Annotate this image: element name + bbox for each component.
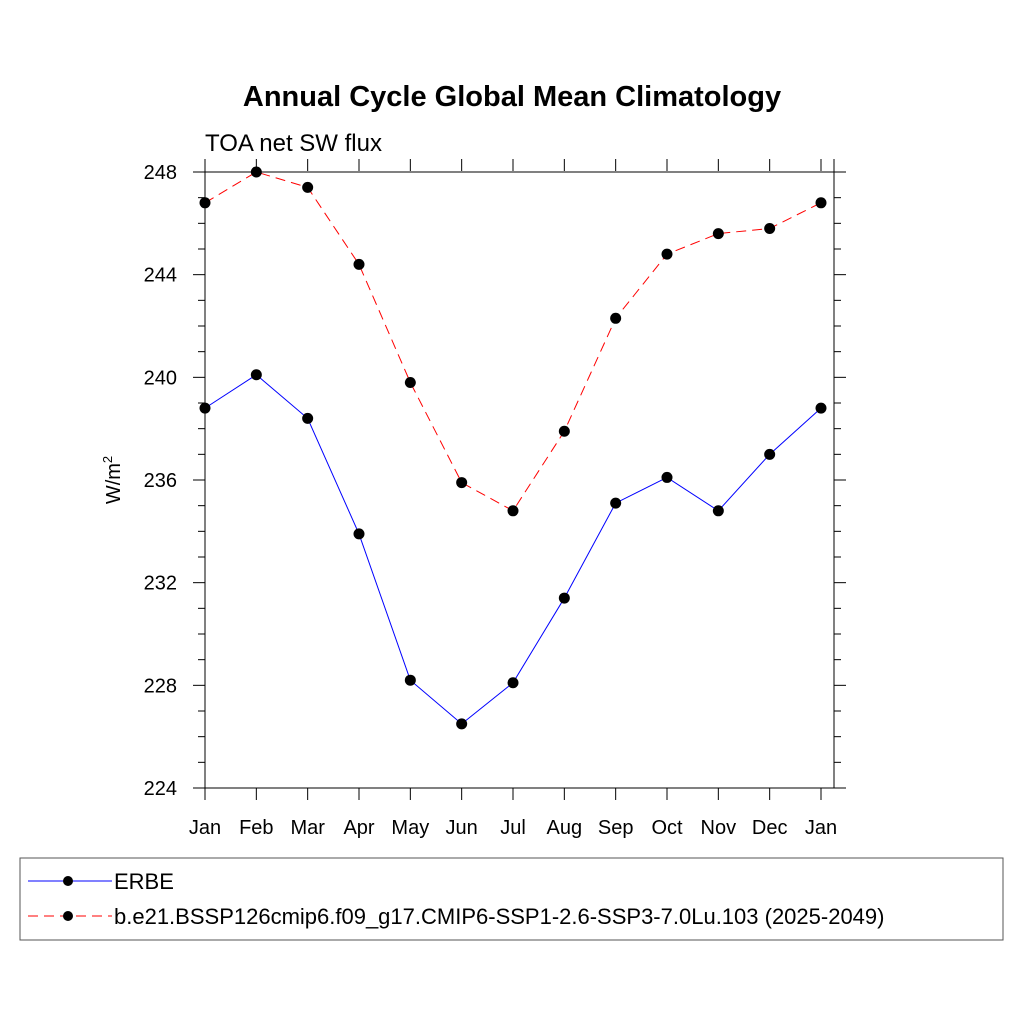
data-point-model [558, 425, 570, 437]
legend-label-model: b.e21.BSSP126cmip6.f09_g17.CMIP6-SSP1-2.… [114, 904, 884, 929]
x-tick-label: Mar [290, 817, 325, 839]
chart-subtitle: TOA net SW flux [205, 130, 382, 157]
x-tick-label: Dec [752, 817, 788, 839]
x-tick-label: Jun [446, 817, 478, 839]
data-point-model [250, 166, 262, 178]
data-point-model [456, 477, 468, 489]
legend-marker-erbe [63, 876, 73, 886]
chart-title: Annual Cycle Global Mean Climatology [243, 81, 781, 113]
data-point-erbe [507, 677, 519, 689]
data-point-model [507, 505, 519, 517]
data-point-erbe [353, 528, 365, 540]
data-point-erbe [764, 448, 776, 460]
data-point-erbe [815, 402, 827, 414]
x-tick-label: Jan [805, 817, 837, 839]
x-tick-label: Nov [701, 817, 737, 839]
series-layer [199, 166, 827, 730]
data-point-model [712, 228, 724, 240]
x-tick-label: Sep [598, 817, 634, 839]
data-point-erbe [661, 471, 673, 483]
y-tick-label: 232 [144, 573, 177, 595]
y-tick-label: 236 [144, 470, 177, 492]
y-axis-label: W/m2 [100, 456, 125, 504]
x-tick-label: Aug [547, 817, 583, 839]
data-point-erbe [558, 592, 570, 604]
data-point-model [764, 222, 776, 234]
x-tick-label: Jan [189, 817, 221, 839]
data-point-model [353, 258, 365, 270]
x-tick-label: Apr [343, 817, 374, 839]
y-tick-label: 228 [144, 675, 177, 697]
data-point-erbe [250, 369, 262, 381]
y-tick-label: 224 [144, 778, 177, 800]
x-tick-label: Jul [500, 817, 526, 839]
data-point-erbe [404, 674, 416, 686]
series-line-erbe [204, 374, 822, 725]
x-tick-label: May [391, 817, 429, 839]
x-tick-label: Feb [239, 817, 273, 839]
legend-marker-model [63, 911, 73, 921]
data-point-erbe [199, 402, 211, 414]
legend-label-erbe: ERBE [114, 869, 174, 894]
data-point-model [302, 181, 314, 193]
y-tick-label: 248 [144, 162, 177, 184]
data-point-model [404, 376, 416, 388]
data-point-model [610, 312, 622, 324]
y-tick-label: 240 [144, 367, 177, 389]
series-line-model [204, 171, 822, 512]
y-axis-label-exponent: 2 [100, 456, 115, 463]
data-point-erbe [302, 412, 314, 424]
y-tick-label: 244 [144, 265, 177, 287]
data-point-erbe [712, 505, 724, 517]
legend-box [19, 857, 1004, 941]
data-point-model [815, 197, 827, 209]
data-point-model [199, 197, 211, 209]
data-point-model [661, 248, 673, 260]
y-axis-label-unit: W/m [103, 463, 125, 504]
data-point-erbe [610, 497, 622, 509]
data-point-erbe [456, 718, 468, 730]
legend: ERBE b.e21.BSSP126cmip6.f09_g17.CMIP6-SS… [19, 857, 1004, 941]
plot-axes: 248 244 240 236 232 228 224 Jan Feb Mar Apr May Jun J… [144, 159, 846, 839]
x-tick-label: Oct [651, 817, 683, 839]
